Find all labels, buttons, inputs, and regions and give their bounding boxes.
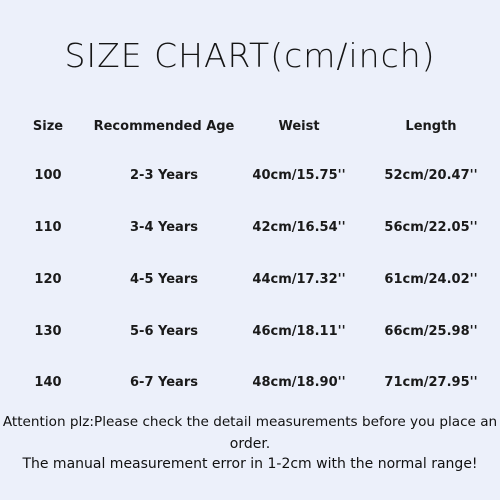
cell-length: 66cm/25.98'' — [384, 324, 478, 339]
header-length: Length — [405, 119, 457, 134]
table-row: 100 2-3 Years 40cm/15.75'' 52cm/20.47'' — [0, 164, 500, 188]
cell-size: 140 — [34, 375, 62, 390]
cell-weist: 42cm/16.54'' — [252, 220, 346, 235]
measurement-error-note: The manual measurement error in 1-2cm wi… — [22, 456, 478, 472]
table-row: 110 3-4 Years 42cm/16.54'' 56cm/22.05'' — [0, 216, 500, 240]
cell-weist: 48cm/18.90'' — [252, 375, 346, 390]
cell-weist: 40cm/15.75'' — [252, 168, 346, 183]
table-header: Size Recommended Age Weist Length — [0, 115, 500, 139]
cell-age: 6-7 Years — [130, 375, 198, 390]
cell-length: 71cm/27.95'' — [384, 375, 478, 390]
cell-size: 110 — [34, 220, 62, 235]
cell-weist: 46cm/18.11'' — [252, 324, 346, 339]
cell-age: 5-6 Years — [130, 324, 198, 339]
attention-note: Attention plz:Please check the detail me… — [2, 414, 498, 430]
cell-age: 3-4 Years — [130, 220, 198, 235]
table-row: 130 5-6 Years 46cm/18.11'' 66cm/25.98'' — [0, 320, 500, 344]
table-row: 140 6-7 Years 48cm/18.90'' 71cm/27.95'' — [0, 371, 500, 395]
cell-length: 56cm/22.05'' — [384, 220, 478, 235]
cell-size: 130 — [34, 324, 62, 339]
cell-length: 52cm/20.47'' — [384, 168, 478, 183]
cell-size: 100 — [34, 168, 62, 183]
cell-length: 61cm/24.02'' — [384, 272, 478, 287]
header-recommended-age: Recommended Age — [93, 119, 235, 134]
size-chart-title: SIZE CHART(cm/inch) — [64, 36, 436, 75]
cell-age: 4-5 Years — [130, 272, 198, 287]
attention-note-continued: order. — [229, 436, 271, 452]
cell-age: 2-3 Years — [130, 168, 198, 183]
header-weist: Weist — [278, 119, 320, 134]
header-size: Size — [32, 119, 64, 134]
table-row: 120 4-5 Years 44cm/17.32'' 61cm/24.02'' — [0, 268, 500, 292]
cell-size: 120 — [34, 272, 62, 287]
cell-weist: 44cm/17.32'' — [252, 272, 346, 287]
